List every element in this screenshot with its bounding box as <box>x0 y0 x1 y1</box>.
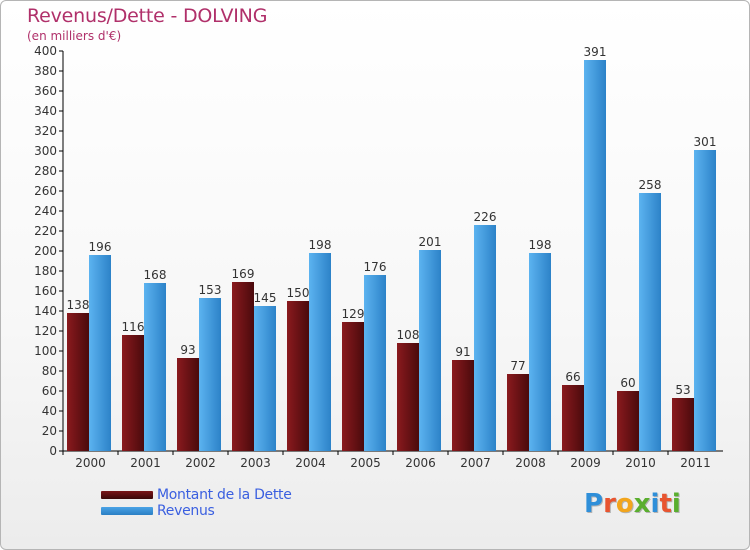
y-tick-label: 40 <box>42 404 57 418</box>
x-tick-label: 2010 <box>625 456 656 470</box>
data-label-revenue: 198 <box>529 238 552 252</box>
bar-revenue <box>474 225 496 451</box>
y-tick-label: 160 <box>34 284 57 298</box>
bar-debt <box>342 322 364 451</box>
y-tick-label: 300 <box>34 144 57 158</box>
legend: Montant de la Dette Revenus <box>101 487 292 519</box>
y-tick-label: 380 <box>34 64 57 78</box>
data-label-debt: 108 <box>397 328 420 342</box>
x-tick-label: 2000 <box>75 456 106 470</box>
bar-debt <box>507 374 529 451</box>
bar-revenue <box>694 150 716 451</box>
data-label-debt: 91 <box>455 345 470 359</box>
y-tick-label: 340 <box>34 104 57 118</box>
data-label-debt: 150 <box>287 286 310 300</box>
bar-debt <box>397 343 419 451</box>
y-tick-label: 360 <box>34 84 57 98</box>
data-label-revenue: 198 <box>309 238 332 252</box>
chart-title: Revenus/Dette - DOLVING <box>27 5 268 27</box>
data-label-debt: 138 <box>67 298 90 312</box>
data-label-revenue: 196 <box>89 240 112 254</box>
y-tick-label: 260 <box>34 184 57 198</box>
x-tick-label: 2005 <box>350 456 381 470</box>
bar-revenue <box>254 306 276 451</box>
data-label-revenue: 201 <box>419 235 442 249</box>
y-tick-label: 320 <box>34 124 57 138</box>
y-tick-label: 20 <box>42 424 57 438</box>
y-tick-label: 0 <box>49 444 57 458</box>
bar-revenue <box>89 255 111 451</box>
data-label-revenue: 176 <box>364 260 387 274</box>
x-tick-label: 2003 <box>240 456 271 470</box>
bar-revenue <box>419 250 441 451</box>
data-label-debt: 93 <box>180 343 195 357</box>
bar-debt <box>617 391 639 451</box>
bar-debt <box>177 358 199 451</box>
y-tick-label: 80 <box>42 364 57 378</box>
bar-debt <box>232 282 254 451</box>
bar-revenue <box>639 193 661 451</box>
legend-swatch-debt <box>101 491 153 499</box>
y-tick-label: 120 <box>34 324 57 338</box>
data-label-revenue: 153 <box>199 283 222 297</box>
legend-label-debt: Montant de la Dette <box>157 487 292 503</box>
data-label-revenue: 168 <box>144 268 167 282</box>
y-tick-label: 280 <box>34 164 57 178</box>
bar-revenue <box>529 253 551 451</box>
proxiti-logo: Proxiti <box>584 489 681 519</box>
data-label-revenue: 258 <box>639 178 662 192</box>
bar-debt <box>562 385 584 451</box>
data-label-debt: 77 <box>510 359 525 373</box>
legend-swatch-revenue <box>101 507 153 515</box>
x-tick-label: 2008 <box>515 456 546 470</box>
bar-revenue <box>199 298 221 451</box>
bar-revenue <box>144 283 166 451</box>
data-label-revenue: 145 <box>254 291 277 305</box>
y-tick-label: 240 <box>34 204 57 218</box>
data-label-debt: 116 <box>122 320 145 334</box>
bar-debt <box>67 313 89 451</box>
y-tick-label: 140 <box>34 304 57 318</box>
data-label-debt: 60 <box>620 376 635 390</box>
data-label-revenue: 301 <box>694 135 717 149</box>
y-tick-label: 200 <box>34 244 57 258</box>
y-tick-label: 60 <box>42 384 57 398</box>
x-tick-label: 2011 <box>680 456 711 470</box>
data-label-debt: 129 <box>342 307 365 321</box>
x-tick-label: 2009 <box>570 456 601 470</box>
data-label-revenue: 391 <box>584 45 607 59</box>
legend-item-revenue: Revenus <box>101 503 292 519</box>
y-tick-label: 220 <box>34 224 57 238</box>
data-label-debt: 66 <box>565 370 580 384</box>
bar-revenue <box>584 60 606 451</box>
data-label-debt: 53 <box>675 383 690 397</box>
legend-label-revenue: Revenus <box>157 503 215 519</box>
bar-revenue <box>364 275 386 451</box>
bar-revenue <box>309 253 331 451</box>
x-tick-label: 2002 <box>185 456 216 470</box>
bar-debt <box>452 360 474 451</box>
y-tick-label: 180 <box>34 264 57 278</box>
legend-item-debt: Montant de la Dette <box>101 487 292 503</box>
y-tick-label: 100 <box>34 344 57 358</box>
chart-subtitle: (en milliers d'€) <box>27 29 122 43</box>
x-tick-label: 2007 <box>460 456 491 470</box>
bar-debt <box>672 398 694 451</box>
x-tick-label: 2006 <box>405 456 436 470</box>
data-label-revenue: 226 <box>474 210 497 224</box>
x-tick-label: 2004 <box>295 456 326 470</box>
bar-debt <box>122 335 144 451</box>
y-tick-label: 400 <box>34 44 57 58</box>
x-tick-label: 2001 <box>130 456 161 470</box>
bar-debt <box>287 301 309 451</box>
data-label-debt: 169 <box>232 267 255 281</box>
